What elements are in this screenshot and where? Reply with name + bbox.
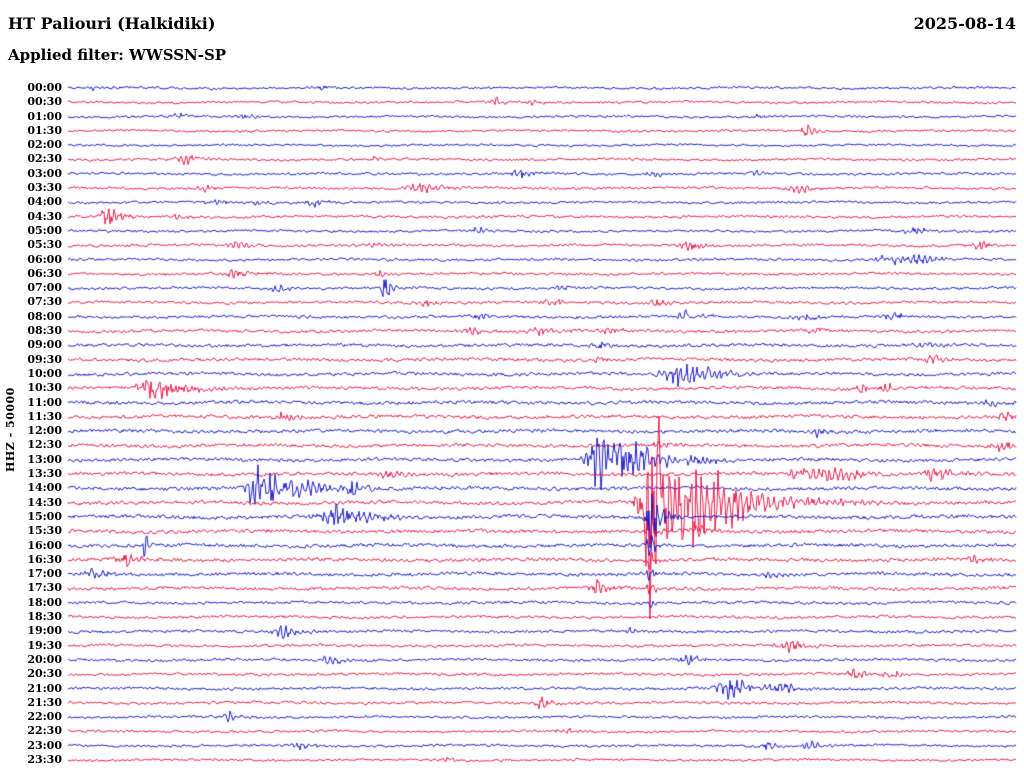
time-label: 05:00	[27, 223, 62, 237]
time-label: 19:00	[27, 624, 62, 638]
time-label: 17:00	[27, 567, 62, 581]
time-label: 03:30	[27, 181, 62, 195]
time-label: 23:30	[27, 753, 62, 766]
time-label: 14:00	[27, 481, 62, 495]
time-label: 23:00	[27, 738, 62, 752]
time-label: 20:30	[27, 667, 62, 681]
time-label: 12:30	[27, 438, 62, 452]
time-label: 11:00	[27, 395, 62, 409]
time-label: 21:30	[27, 695, 62, 709]
time-label: 17:30	[27, 581, 62, 595]
time-label: 03:00	[27, 166, 62, 180]
time-label: 18:00	[27, 595, 62, 609]
time-label: 08:00	[27, 309, 62, 323]
time-label: 11:30	[27, 409, 62, 423]
time-label: 02:30	[27, 152, 62, 166]
time-label: 16:30	[27, 552, 62, 566]
time-label: 21:00	[27, 681, 62, 695]
time-label: 07:00	[27, 281, 62, 295]
time-label: 19:30	[27, 638, 62, 652]
time-label: 01:00	[27, 109, 62, 123]
time-label: 12:00	[27, 424, 62, 438]
time-label: 04:30	[27, 209, 62, 223]
time-label: 00:00	[27, 81, 62, 94]
time-label: 16:00	[27, 538, 62, 552]
time-label: 10:30	[27, 381, 62, 395]
time-label: 10:00	[27, 366, 62, 380]
time-label: 09:30	[27, 352, 62, 366]
time-label: 22:00	[27, 710, 62, 724]
time-label: 06:30	[27, 266, 62, 280]
time-label: 01:30	[27, 123, 62, 137]
time-label: 00:30	[27, 95, 62, 109]
time-label: 08:30	[27, 324, 62, 338]
time-label: 05:30	[27, 238, 62, 252]
filter-label: Applied filter: WWSSN-SP	[8, 46, 227, 64]
time-label: 13:00	[27, 452, 62, 466]
time-label: 15:30	[27, 524, 62, 538]
time-label: 06:00	[27, 252, 62, 266]
time-label: 14:30	[27, 495, 62, 509]
time-label: 20:00	[27, 652, 62, 666]
date-label: 2025-08-14	[913, 14, 1016, 33]
station-title: HT Paliouri (Halkidiki)	[8, 14, 216, 33]
time-label: 02:00	[27, 138, 62, 152]
time-label: 18:30	[27, 610, 62, 624]
time-label: 22:30	[27, 724, 62, 738]
time-label: 15:00	[27, 509, 62, 523]
time-label: 09:00	[27, 338, 62, 352]
time-label: 04:00	[27, 195, 62, 209]
time-label: 13:30	[27, 467, 62, 481]
time-label: 07:30	[27, 295, 62, 309]
